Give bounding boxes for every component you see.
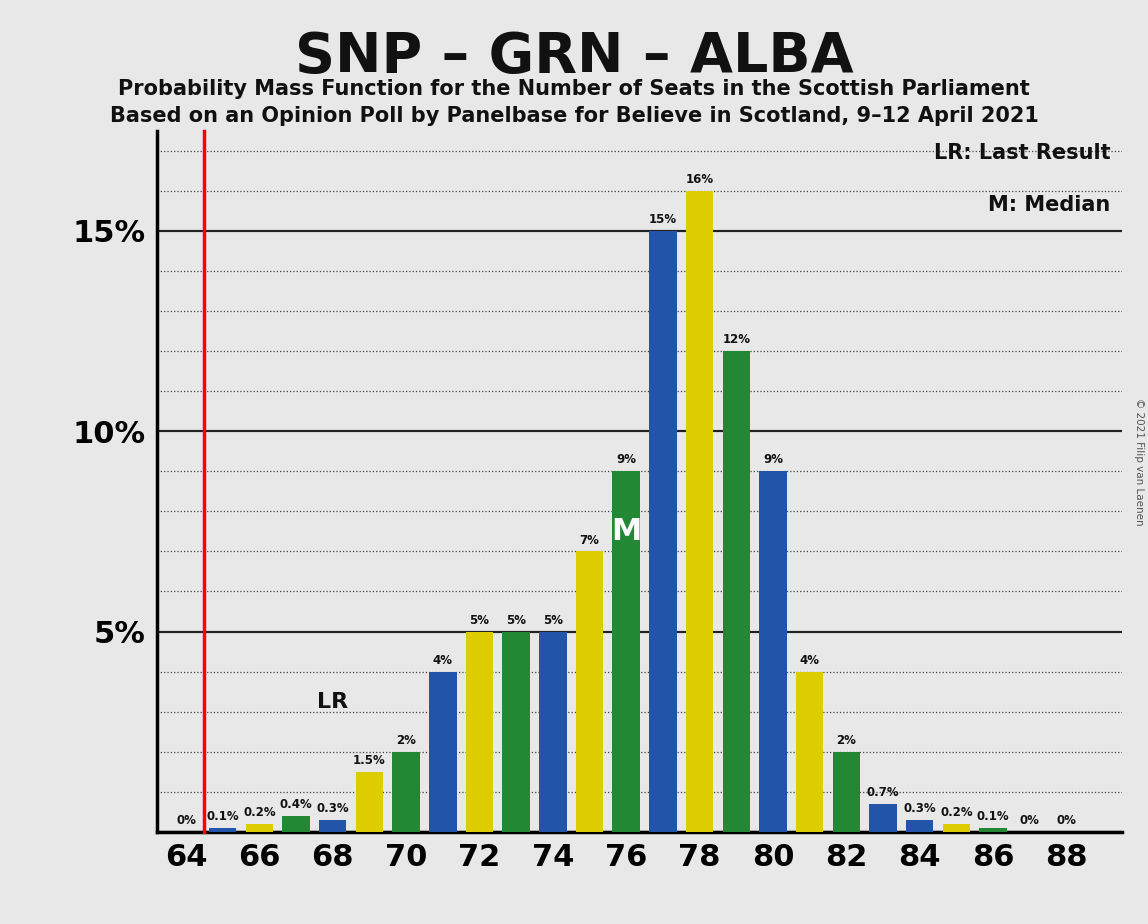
Text: 0.3%: 0.3%: [317, 802, 349, 815]
Bar: [540, 631, 567, 832]
Bar: [576, 552, 604, 832]
Text: M: M: [611, 517, 642, 546]
Bar: [282, 816, 310, 832]
Bar: [979, 828, 1007, 832]
Text: 0.1%: 0.1%: [977, 810, 1009, 823]
Text: Probability Mass Function for the Number of Seats in the Scottish Parliament: Probability Mass Function for the Number…: [118, 79, 1030, 99]
Text: 15%: 15%: [649, 213, 677, 225]
Bar: [503, 631, 530, 832]
Text: 0.4%: 0.4%: [280, 798, 312, 811]
Bar: [613, 471, 639, 832]
Bar: [869, 804, 897, 832]
Text: 2%: 2%: [837, 734, 856, 747]
Bar: [466, 631, 494, 832]
Bar: [759, 471, 786, 832]
Bar: [685, 190, 713, 832]
Text: 0.2%: 0.2%: [940, 806, 972, 819]
Bar: [943, 824, 970, 832]
Text: M: Median: M: Median: [988, 195, 1110, 214]
Text: 0%: 0%: [176, 814, 196, 827]
Text: © 2021 Filip van Laenen: © 2021 Filip van Laenen: [1134, 398, 1143, 526]
Bar: [649, 231, 676, 832]
Text: 4%: 4%: [433, 654, 452, 667]
Text: 12%: 12%: [722, 334, 751, 346]
Bar: [393, 752, 420, 832]
Bar: [796, 672, 823, 832]
Text: Based on an Opinion Poll by Panelbase for Believe in Scotland, 9–12 April 2021: Based on an Opinion Poll by Panelbase fo…: [109, 106, 1039, 127]
Text: SNP – GRN – ALBA: SNP – GRN – ALBA: [295, 30, 853, 83]
Text: 5%: 5%: [470, 614, 489, 626]
Bar: [429, 672, 457, 832]
Text: LR: Last Result: LR: Last Result: [933, 142, 1110, 163]
Text: 0%: 0%: [1056, 814, 1077, 827]
Text: 2%: 2%: [396, 734, 416, 747]
Text: LR: LR: [317, 692, 348, 711]
Text: 5%: 5%: [543, 614, 563, 626]
Bar: [319, 820, 347, 832]
Bar: [209, 828, 236, 832]
Text: 0%: 0%: [1019, 814, 1040, 827]
Text: 1.5%: 1.5%: [354, 754, 386, 767]
Text: 5%: 5%: [506, 614, 526, 626]
Text: 0.7%: 0.7%: [867, 786, 899, 799]
Text: 0.2%: 0.2%: [243, 806, 276, 819]
Text: 4%: 4%: [800, 654, 820, 667]
Bar: [246, 824, 273, 832]
Text: 0.1%: 0.1%: [207, 810, 239, 823]
Bar: [832, 752, 860, 832]
Text: 16%: 16%: [685, 173, 714, 186]
Text: 7%: 7%: [580, 533, 599, 547]
Bar: [722, 351, 750, 832]
Bar: [356, 772, 383, 832]
Bar: [906, 820, 933, 832]
Text: 0.3%: 0.3%: [903, 802, 936, 815]
Text: 9%: 9%: [616, 454, 636, 467]
Text: 9%: 9%: [763, 454, 783, 467]
